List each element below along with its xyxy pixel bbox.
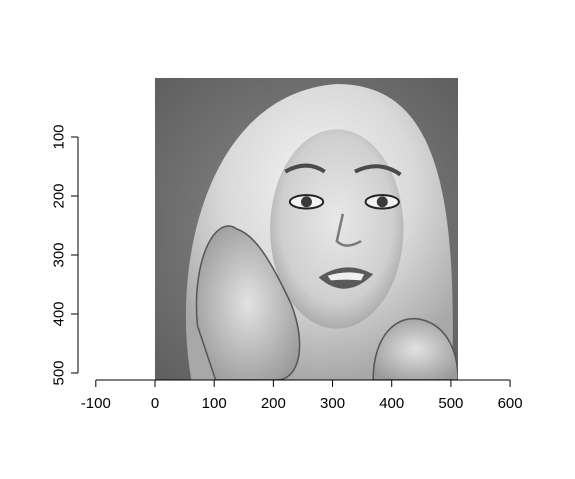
left-eyebrow bbox=[284, 163, 326, 174]
x-tick-label: 100 bbox=[202, 395, 227, 412]
x-tick-label: 300 bbox=[320, 395, 345, 412]
x-tick-label: 400 bbox=[379, 395, 404, 412]
left-iris bbox=[301, 196, 312, 208]
y-tick-label: 400 bbox=[51, 301, 68, 326]
left-hand bbox=[195, 225, 301, 380]
face-shape bbox=[270, 129, 404, 329]
x-axis: -100 0 100 200 300 400 500 600 bbox=[81, 379, 523, 412]
x-tick-label: -100 bbox=[81, 395, 111, 412]
x-tick-label: 0 bbox=[151, 395, 159, 412]
x-tick-label: 500 bbox=[438, 395, 463, 412]
y-tick-label: 300 bbox=[51, 242, 68, 267]
right-eyebrow bbox=[354, 164, 402, 177]
right-iris bbox=[376, 196, 388, 208]
teeth bbox=[327, 272, 365, 281]
nose bbox=[335, 213, 362, 247]
raster-image bbox=[155, 78, 458, 380]
x-tick-label: 200 bbox=[261, 395, 286, 412]
y-tick-label: 200 bbox=[51, 183, 68, 208]
y-axis: 100 200 300 400 500 bbox=[51, 124, 79, 386]
right-hand bbox=[372, 317, 458, 380]
y-tick-label: 500 bbox=[51, 360, 68, 385]
x-tick-label: 600 bbox=[498, 395, 523, 412]
y-tick-label: 100 bbox=[51, 124, 68, 149]
